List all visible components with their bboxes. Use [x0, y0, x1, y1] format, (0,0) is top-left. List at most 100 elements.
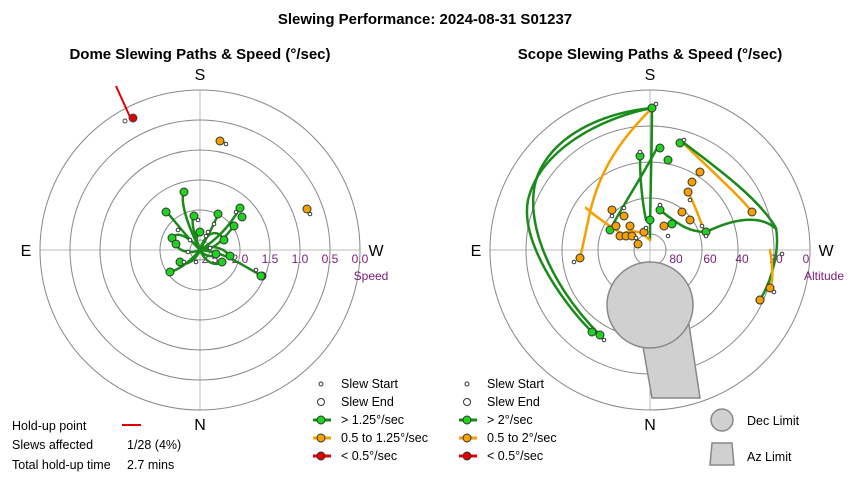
- slew-end-point: [587, 327, 597, 337]
- dome-ring-15: [129, 179, 271, 321]
- slew-start-point: [223, 141, 229, 147]
- slew-start-point: [665, 233, 671, 239]
- slew-path: [768, 248, 774, 290]
- slew-end-point: [179, 187, 189, 197]
- dome-ring-20: [159, 209, 241, 291]
- legend-slew-start-label: Slew Start: [487, 377, 544, 391]
- slew-end-point: [685, 215, 695, 225]
- slew-start-point: [681, 137, 687, 143]
- holdup-start: [122, 118, 128, 124]
- slew-end-point: [607, 205, 617, 215]
- slew-path: [648, 106, 654, 242]
- slew-end-point: [611, 221, 621, 231]
- scope-tick-label: 60: [703, 252, 717, 266]
- slews-affected-label: Slews affected: [12, 438, 93, 452]
- slew-start-point: [621, 205, 627, 211]
- slew-end-point: [645, 215, 655, 225]
- holdup-stats: Hold-up point Slews affected 1/28 (4%) T…: [12, 419, 181, 472]
- scope-tick-label: 40: [735, 252, 749, 266]
- legend-slew-end-label: Slew End: [341, 395, 394, 409]
- slew-start-point: [187, 237, 193, 243]
- slew-path: [638, 154, 648, 222]
- legend-fast-marker: [316, 415, 326, 425]
- dec-limit-region: [606, 261, 694, 349]
- slew-start-point: [181, 259, 187, 265]
- dome-ring-05: [69, 119, 331, 381]
- legend-slew-start-marker: [318, 381, 324, 387]
- legend-slow-label: < 0.5°/sec: [487, 449, 543, 463]
- slew-start-point: [307, 211, 313, 217]
- slew-path: [678, 138, 779, 302]
- slew-end-point: [655, 143, 665, 153]
- slew-start-point: [643, 225, 649, 231]
- slew-end-point: [595, 330, 605, 340]
- slew-path: [704, 218, 777, 234]
- legend-mid-label: 0.5 to 2°/sec: [487, 431, 557, 445]
- scope-tick-label: 80: [669, 252, 683, 266]
- slew-end-point: [683, 187, 693, 197]
- dome-ring-10: [99, 149, 301, 351]
- scope-panel: Scope Slewing Paths & Speed (°/sec) S N …: [471, 46, 845, 434]
- dome-tick-label: 1.0: [292, 252, 309, 266]
- slews-affected-value: 1/28 (4%): [127, 438, 181, 452]
- scope-slew-paths: [525, 106, 779, 337]
- slew-start-point: [195, 217, 201, 223]
- slew-end-point: [302, 204, 312, 214]
- dome-panel: Dome Slewing Paths & Speed (°/sec) S N E…: [21, 46, 389, 434]
- slew-start-point: [771, 289, 777, 295]
- slew-path: [678, 138, 754, 214]
- slew-start-point: [253, 267, 259, 273]
- scope-cardinal-e: E: [471, 243, 482, 260]
- legend-az-limit-marker: [709, 442, 735, 466]
- slew-end-point: [213, 209, 223, 219]
- slew-start-point: [703, 233, 709, 239]
- legend-az-limit-label: Az Limit: [747, 450, 792, 464]
- slew-start-point: [633, 235, 639, 241]
- scope-subtitle: Scope Slewing Paths & Speed (°/sec): [518, 46, 782, 63]
- slew-start-point: [185, 249, 191, 255]
- slew-end-point: [633, 239, 643, 249]
- scope-cardinal-n: N: [644, 417, 656, 434]
- slew-start-point: [779, 251, 785, 257]
- dome-axis-unit: Speed: [354, 269, 389, 283]
- slew-end-point: [235, 203, 245, 213]
- slew-start-point: [571, 259, 577, 265]
- slew-start-point: [637, 149, 643, 155]
- slew-start-point: [175, 227, 181, 233]
- holdup-point: [128, 113, 138, 123]
- legend-slew-end-label: Slew End: [487, 395, 540, 409]
- slew-end-point: [647, 103, 657, 113]
- slew-end-point: [619, 211, 629, 221]
- dome-subtitle: Dome Slewing Paths & Speed (°/sec): [69, 46, 330, 63]
- slew-end-point: [667, 219, 677, 229]
- dome-tick-label: 0.0: [352, 252, 369, 266]
- slew-start-point: [207, 245, 213, 251]
- slew-end-point: [161, 207, 171, 217]
- scope-tick-label: 0: [803, 252, 810, 266]
- slew-start-point: [657, 202, 663, 208]
- legend-slew-start-marker: [464, 381, 470, 387]
- holdup-label: Hold-up point: [12, 419, 87, 433]
- slew-end-point: [256, 271, 266, 281]
- slew-end-point: [755, 295, 765, 305]
- dome-slew-points: [161, 136, 313, 281]
- dome-cardinal-e: E: [21, 243, 32, 260]
- legend-slow-marker: [462, 451, 472, 461]
- dome-legend: Slew Start Slew End > 1.25°/sec 0.5 to 1…: [313, 377, 428, 463]
- scope-tick-labels: 80 60 40 20 0: [669, 252, 809, 266]
- slew-end-point: [171, 239, 181, 249]
- slew-end-point: [695, 167, 705, 177]
- scope-axis-unit: Altitude: [804, 269, 844, 283]
- scope-slew-points: [571, 101, 785, 343]
- dome-tick-label: 0.5: [322, 252, 339, 266]
- dome-cardinal-s: S: [195, 67, 206, 84]
- slew-end-point: [575, 253, 585, 263]
- total-holdup-value: 2.7 mins: [127, 458, 174, 472]
- slew-start-point: [205, 229, 211, 235]
- total-holdup-label: Total hold-up time: [12, 458, 111, 472]
- legend-mid-marker: [316, 433, 326, 443]
- slew-end-point: [765, 283, 775, 293]
- slew-end-point: [687, 177, 697, 187]
- slew-end-point: [217, 257, 227, 267]
